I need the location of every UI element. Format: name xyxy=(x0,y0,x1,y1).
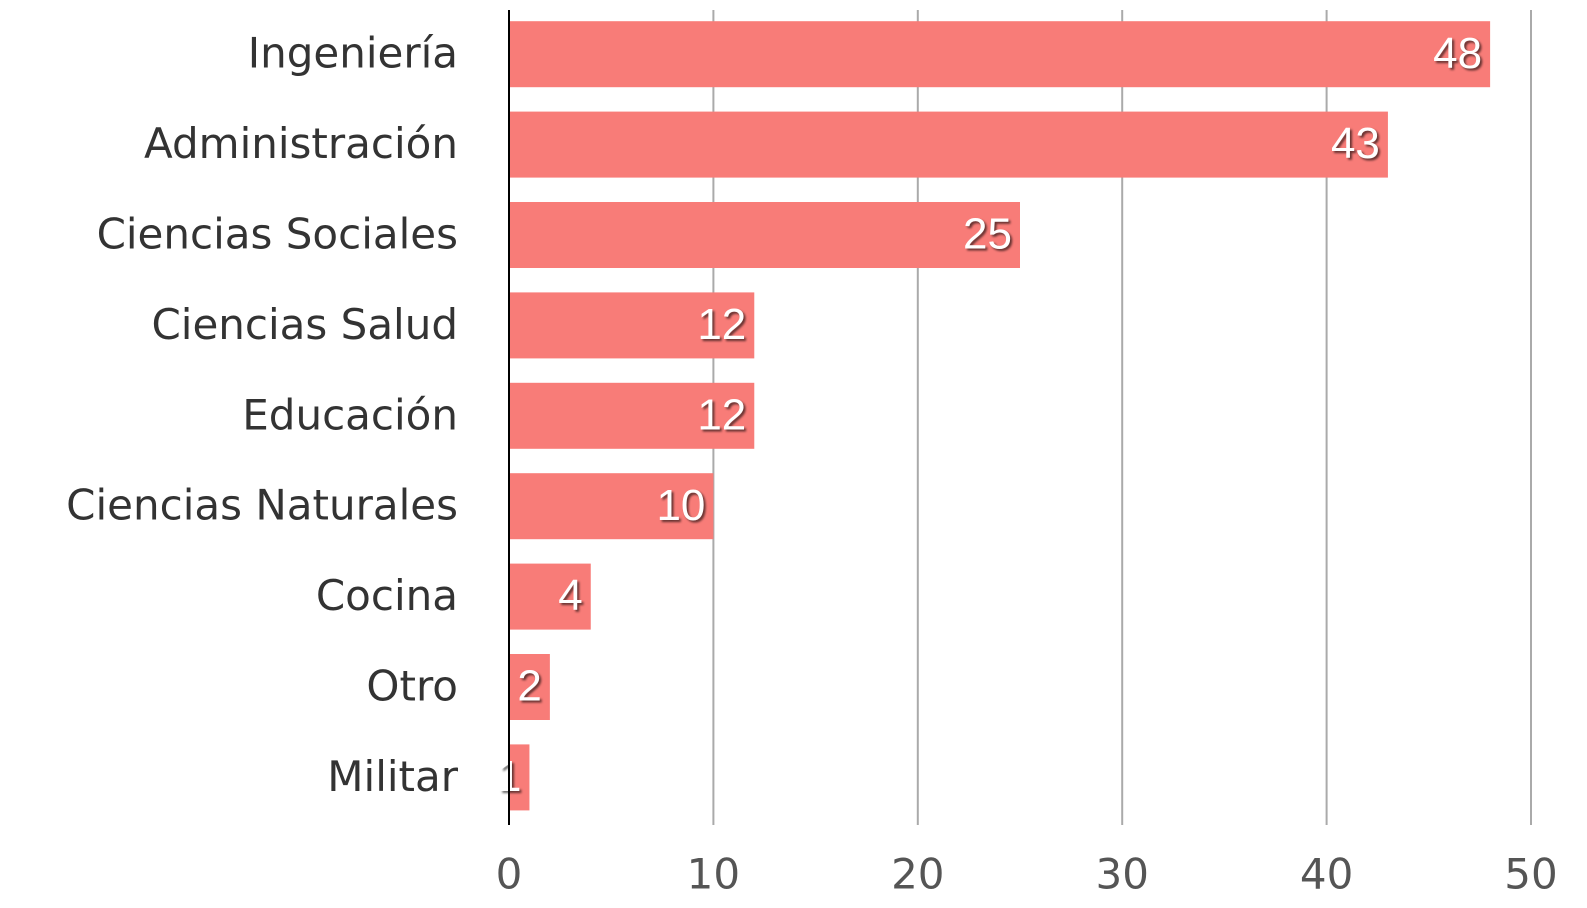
bar xyxy=(509,202,1020,268)
data-label: 48 xyxy=(1433,29,1482,78)
x-tick-label: 40 xyxy=(1300,850,1353,899)
bar xyxy=(509,382,755,449)
data-label: 43 xyxy=(1331,119,1380,168)
bar xyxy=(509,473,714,540)
y-tick-label: Educación xyxy=(242,390,458,439)
y-tick-label: Ciencias Sociales xyxy=(97,210,458,259)
x-tick-label: 20 xyxy=(891,850,944,899)
x-tick-label: 50 xyxy=(1504,850,1557,899)
data-label: 12 xyxy=(697,390,746,439)
bar xyxy=(509,563,591,630)
data-label: 12 xyxy=(697,300,746,349)
bar xyxy=(509,744,530,811)
y-tick-label: Administración xyxy=(144,119,458,168)
data-label: 25 xyxy=(963,210,1012,259)
bar xyxy=(509,21,1491,88)
data-label: 4 xyxy=(558,571,582,620)
y-tick-label: Ciencias Naturales xyxy=(66,481,458,530)
y-tick-label: Cocina xyxy=(316,571,458,620)
data-label: 10 xyxy=(656,481,705,530)
bar xyxy=(509,111,1388,178)
bar xyxy=(509,292,755,359)
x-tick-label: 0 xyxy=(496,850,523,899)
y-tick-label: Ingeniería xyxy=(248,29,458,78)
data-label: 2 xyxy=(517,662,541,711)
y-tick-label: Militar xyxy=(327,752,458,801)
y-tick-label: Ciencias Salud xyxy=(151,300,458,349)
bar xyxy=(509,654,550,720)
x-tick-label: 30 xyxy=(1095,850,1148,899)
y-tick-label: Otro xyxy=(366,662,458,711)
x-tick-label: 10 xyxy=(687,850,740,899)
